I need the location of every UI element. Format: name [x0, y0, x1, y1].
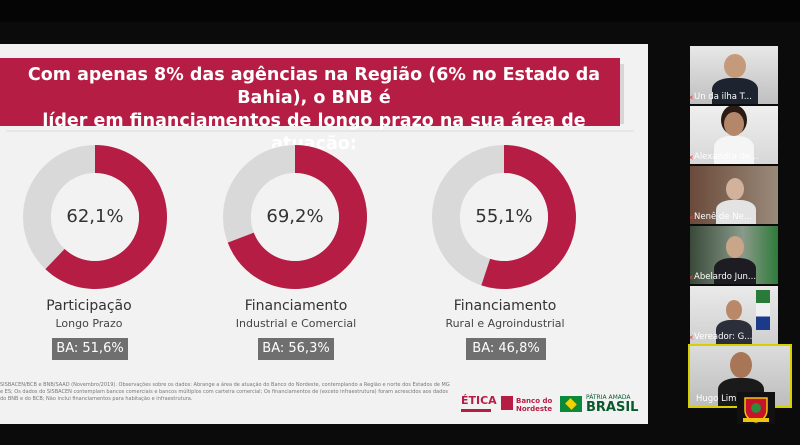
etica-logo: ÉTICA [461, 394, 497, 416]
participant-avatar [724, 54, 746, 78]
donut-value-segment [481, 145, 576, 289]
banco-do-nordeste-logo: Banco do Nordeste [501, 394, 553, 416]
bnb-logo-text: Banco do Nordeste [516, 397, 553, 413]
participant-name: Hugo Lima [696, 394, 742, 404]
donut-percent-3: 55,1% [475, 206, 533, 227]
participant-body [714, 136, 754, 164]
donut-percent-2: 69,2% [266, 206, 324, 227]
participant-tile[interactable]: ✕ Un da ilha T... [690, 46, 778, 104]
bnb-logo-mark [501, 396, 513, 410]
slide-banner: Com apenas 8% das agências na Região (6%… [0, 58, 648, 154]
participant-avatar [726, 300, 742, 320]
donut-title-1: Participação [46, 298, 132, 314]
participant-body [716, 200, 756, 224]
headline-line-1: Com apenas 8% das agências na Região (6%… [27, 65, 601, 108]
participant-avatar [726, 178, 744, 200]
headline-line-2: líder em financiamentos de longo prazo n… [42, 111, 586, 154]
divider [6, 130, 634, 132]
flag-decoration [756, 290, 770, 330]
participant-name: Abelardo Jun... [694, 272, 757, 282]
participant-avatar [726, 236, 744, 258]
patria-amada-brasil-logo: PÁTRIA AMADA BRASIL [560, 394, 638, 416]
participant-name: Un da ilha T... [694, 92, 752, 102]
donut-hole [460, 173, 548, 261]
channel-logo-icon [737, 392, 775, 424]
participant-tile[interactable]: ✕ Alexandra de... [690, 106, 778, 164]
brasil-logo-text: BRASIL [586, 400, 639, 415]
mic-muted-icon: ✕ [690, 334, 694, 342]
participant-body [714, 258, 756, 284]
mic-muted-icon: ✕ [690, 214, 694, 222]
mic-muted-icon: ✕ [690, 94, 694, 102]
donut-title-2: Financiamento [244, 298, 348, 314]
participant-avatar [730, 352, 752, 378]
participant-tile[interactable]: ✕ Abelardo Jun... [690, 226, 778, 284]
top-bar [0, 0, 800, 22]
etica-logo-bar [461, 409, 491, 412]
donut-subtitle-2: Industrial e Comercial [235, 317, 357, 330]
donut-value-segment [227, 145, 367, 289]
slide-headline: Com apenas 8% das agências na Região (6%… [14, 64, 614, 156]
banner-background [0, 58, 620, 126]
brasil-flag-diamond [565, 398, 577, 410]
donut-subtitle-3: Rural e Agroindustrial [445, 317, 565, 330]
participant-tile[interactable]: ✕ Nenê de Ne... [690, 166, 778, 224]
ba-badge-2: BA: 56,3% [258, 338, 334, 360]
mic-muted-icon: ✕ [690, 154, 694, 162]
brasil-flag-mark [560, 396, 582, 412]
donut-chart-rural-agroindustrial [432, 145, 576, 289]
participant-name: Vereador: G... [694, 332, 753, 342]
donut-hole [51, 173, 139, 261]
donut-subtitle-1: Longo Prazo [55, 317, 123, 330]
presentation-slide: Com apenas 8% das agências na Região (6%… [0, 44, 648, 424]
donut-percent-1: 62,1% [66, 206, 124, 227]
participant-name: Nenê de Ne... [694, 212, 752, 222]
ba-badge-3: BA: 46,8% [466, 338, 546, 360]
mic-muted-icon: ✕ [690, 274, 694, 282]
participant-name: Alexandra de... [694, 152, 759, 162]
participant-body [716, 320, 752, 344]
donut-chart-longo-prazo [23, 145, 167, 289]
etica-logo-text: ÉTICA [461, 394, 497, 407]
donut-hole [251, 173, 339, 261]
source-footnote: SISBACEN/BCB e BNB/SAAD (Novembro/2019).… [0, 382, 450, 402]
donut-value-segment [45, 145, 167, 289]
participant-body [712, 78, 758, 104]
donut-title-3: Financiamento [453, 298, 557, 314]
participant-tile[interactable]: ✕ Vereador: G... [690, 286, 778, 344]
brasil-logo-top: PÁTRIA AMADA [586, 394, 631, 401]
ba-badge-1: BA: 51,6% [52, 338, 128, 360]
donut-chart-industrial-comercial [223, 145, 367, 289]
participant-avatar [724, 112, 744, 136]
